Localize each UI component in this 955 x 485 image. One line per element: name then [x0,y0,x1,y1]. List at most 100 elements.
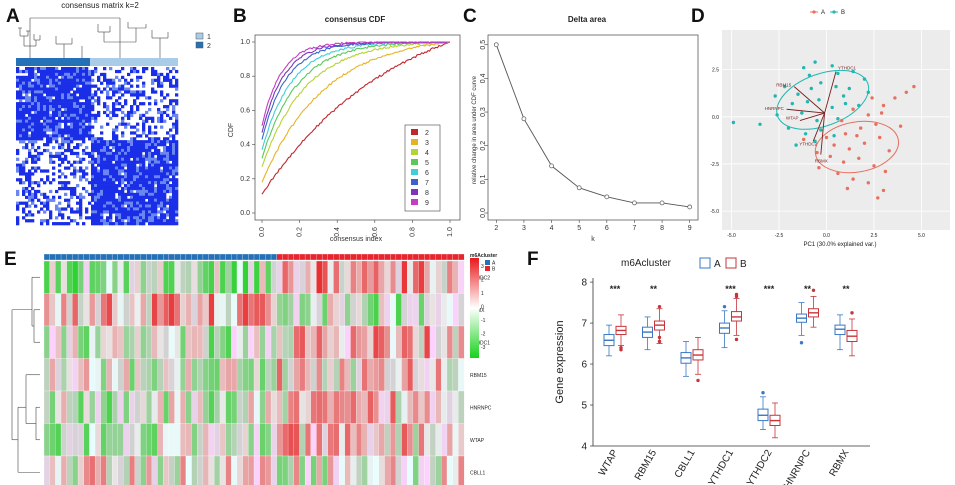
panel-a-matrix-cell [166,140,170,144]
panel-a-matrix-cell [31,105,35,109]
panel-a-matrix-cell [88,107,92,112]
panel-e-matrix-cell [43,358,51,392]
panel-a-matrix-cell [118,181,122,185]
panel-a-matrix-cell [112,154,116,159]
panel-a-matrix-cell [67,186,71,191]
panel-a-matrix-cell [169,128,173,132]
panel-a-matrix-cell [145,151,149,156]
panel-a-matrix-cell [55,131,59,135]
panel-a-matrix-cell [133,137,137,141]
panel-a-matrix-cell [109,210,113,214]
panel-e-matrix-cell [293,293,300,327]
panel-a-matrix-cell [55,125,59,129]
panel-a-matrix-cell [46,116,50,120]
panel-a-matrix-cell [16,131,20,135]
panel-a-matrix-cell [109,184,113,188]
panel-a-matrix-cell [31,157,35,161]
panel-e-matrix-cell [117,325,124,359]
panel-a-matrix-cell [76,125,80,129]
panel-a-matrix-cell [115,87,119,91]
panel-e-matrix-cell [77,293,85,327]
panel-c-title: Delta area [568,15,607,24]
panel-a-matrix-cell [52,84,56,88]
panel-f-ytick-label: 8 [581,278,587,289]
panel-e-matrix-cell [168,358,175,392]
panel-a-matrix-cell [172,169,176,173]
panel-a-matrix-cell [103,160,107,164]
panel-a-matrix-cell [139,148,143,153]
panel-a-matrix-cell [58,128,62,132]
panel-e-matrix-cell [49,293,56,327]
panel-a-matrix-cell [28,181,32,185]
panel-a-matrix-cell [124,148,128,153]
panel-e-matrix-cell [72,455,79,485]
panel-a-matrix-cell [91,78,95,82]
panel-e-matrix-cell [407,390,414,424]
panel-a-matrix-cell [91,160,95,164]
panel-a-matrix-cell [52,137,56,141]
panel-d-point-b [790,101,794,106]
panel-a-matrix-cell [46,143,50,147]
panel-d-point-a [824,135,829,140]
panel-e-matrix-cell [77,455,85,485]
panel-a-matrix-cell [70,93,74,97]
panel-a-matrix-cell [127,172,131,176]
panel-a-matrix-cell [124,113,128,118]
panel-e-matrix-cell [293,390,300,424]
panel-a-matrix-cell [124,216,128,220]
panel-a-matrix-cell [160,110,164,115]
panel-a-matrix-cell [28,102,32,106]
panel-a-matrix-cell [136,175,140,179]
panel-a-matrix-cell [22,181,26,185]
panel-a-matrix-cell [37,137,41,141]
panel-a-matrix-cell [37,105,41,109]
panel-b-ytick-label: 0.0 [240,210,250,217]
panel-a-matrix-cell [58,105,62,109]
panel-a-matrix-cell [133,148,137,153]
panel-a-matrix-cell [43,84,47,88]
panel-a-matrix-cell [136,154,140,159]
panel-a-matrix-cell [28,195,32,199]
panel-e-annotation-cell [180,253,187,261]
panel-e-matrix-cell [151,423,158,457]
panel-a-matrix-cell [163,195,167,199]
panel-c-ytick-label: 0.0 [480,208,487,218]
panel-a-matrix-cell [91,204,95,208]
panel-a-matrix-cell [133,207,137,211]
panel-d-point-a [879,111,884,115]
panel-e-row-label: HNRNPC [470,405,492,411]
panel-a-matrix-cell [85,84,89,88]
panel-b-legend-label-4: 4 [425,150,429,157]
panel-a-matrix-cell [46,105,50,109]
panel-a-matrix-cell [82,222,86,226]
panel-a-matrix-cell [103,151,107,156]
panel-e-matrix-cell [106,390,113,424]
panel-a-matrix-cell [82,140,86,144]
panel-f-outlier [799,341,804,345]
panel-a-matrix-cell [70,81,74,85]
panel-a-matrix-cell [100,201,104,205]
panel-a-matrix-cell [139,198,143,202]
panel-a-matrix-cell [154,137,158,141]
panel-e-matrix-cell [287,358,295,392]
panel-a-matrix-cell [124,143,128,147]
panel-e-matrix-cell [429,423,436,457]
panel-a-matrix-cell [127,163,131,167]
panel-a-matrix-cell [34,78,38,82]
panel-a-matrix-cell [127,110,131,115]
panel-a-matrix-cell [82,131,86,135]
panel-d-point-b [830,105,834,110]
panel-a-matrix-cell [136,210,140,214]
panel-a-matrix-cell [40,72,44,77]
panel-b-xtick-label: 0.6 [372,227,379,237]
panel-a-matrix-cell [175,210,179,214]
panel-a-matrix-cell [58,163,62,167]
panel-a-matrix-cell [112,102,116,106]
panel-e-annotation-cell [168,253,175,261]
panel-a-matrix-cell [160,84,164,88]
panel-e-annotation-cell [83,253,90,261]
panel-a-matrix-cell [121,146,125,150]
panel-e-matrix-cell [129,260,136,294]
panel-a-matrix-cell [70,116,74,120]
panel-f-ytick-label: 5 [581,401,587,412]
